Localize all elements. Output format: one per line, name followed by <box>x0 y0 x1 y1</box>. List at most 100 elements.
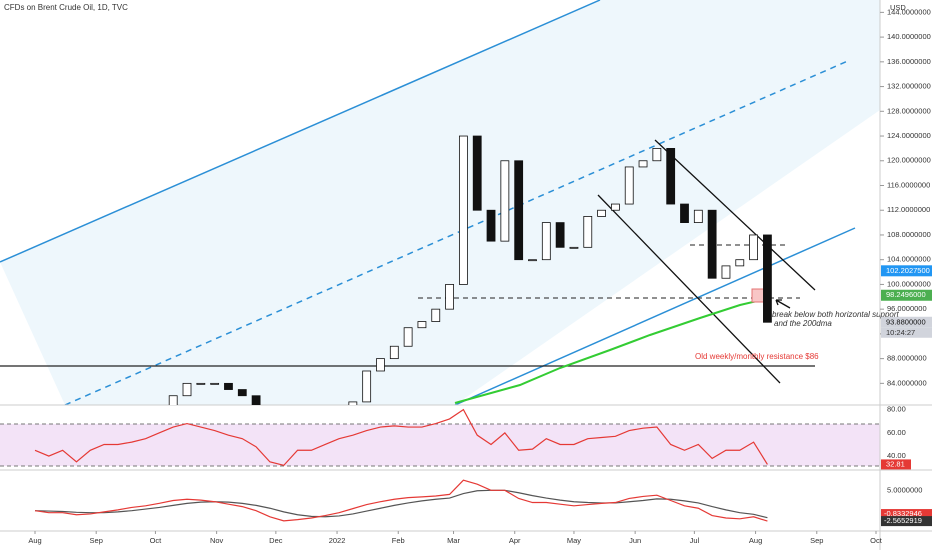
x-tick-label: Jul <box>690 536 700 545</box>
candle <box>237 389 247 397</box>
candle <box>251 395 261 405</box>
annotation: break below both horizontal support <box>772 310 900 319</box>
candle <box>86 470 94 495</box>
candle <box>528 259 537 262</box>
y-tick-label: 120.0000000 <box>887 156 931 165</box>
y-tick-label: 144.0000000 <box>887 7 931 16</box>
candle <box>458 135 468 285</box>
y-tick-label: 128.0000000 <box>887 106 931 115</box>
candle <box>500 160 510 242</box>
candle <box>376 358 385 372</box>
candle <box>472 135 482 211</box>
rsi-tick-label: 40.00 <box>887 451 906 460</box>
chart-title: CFDs on Brent Crude Oil, 1D, TVC <box>4 3 128 12</box>
y-tick-label: 100.0000000 <box>887 279 931 288</box>
x-tick-label: Oct <box>150 536 163 545</box>
candle <box>652 147 662 162</box>
candle <box>182 382 192 397</box>
candle <box>362 370 372 403</box>
x-tick-label: Sep <box>90 536 103 545</box>
candle <box>611 203 620 211</box>
candle <box>72 464 80 495</box>
y-tick-label: 116.0000000 <box>887 180 930 189</box>
macd-label-box <box>881 516 932 527</box>
signal-line <box>34 489 768 519</box>
y-tick-label: 108.0000000 <box>887 230 931 239</box>
candle <box>666 147 676 205</box>
candle <box>583 216 593 248</box>
y-tick-label: 132.0000000 <box>887 82 931 91</box>
y-tick-label: 104.0000000 <box>887 255 931 264</box>
price-label-box <box>881 289 932 301</box>
x-tick-label: Mar <box>447 536 460 545</box>
currency: USD <box>890 3 906 12</box>
x-tick-label: Apr <box>509 536 521 545</box>
candle <box>389 345 399 360</box>
candle <box>693 209 703 223</box>
rsi-last-box <box>881 459 911 470</box>
price-label: 93.8800000 <box>886 317 926 326</box>
drawings <box>0 0 880 405</box>
macd-label: -2.5652919 <box>884 516 922 525</box>
trend-line <box>454 227 856 405</box>
x-tick-label: Aug <box>28 536 41 545</box>
price-label-box <box>881 265 932 277</box>
candle <box>224 382 233 390</box>
candle <box>569 246 579 249</box>
price-label: 98.2496000 <box>886 290 926 299</box>
macd-label: -0.8332946 <box>884 509 922 518</box>
candle <box>445 284 454 310</box>
candle <box>348 401 358 405</box>
x-tick-label: Jun <box>629 536 641 545</box>
annotation: Old weekly/monthly resistance $86 <box>695 352 819 361</box>
candle <box>638 160 648 168</box>
candles <box>72 135 772 495</box>
x-tick-label: Feb <box>392 536 405 545</box>
y-tick-label: 88.0000000 <box>887 354 927 363</box>
channel-fill <box>0 0 880 405</box>
ma-200 <box>454 297 771 404</box>
rsi-last: 32.81 <box>886 459 905 468</box>
x-tick-label: 2022 <box>329 536 346 545</box>
y-tick-label: 96.0000000 <box>887 304 927 313</box>
candle <box>210 382 220 385</box>
candle <box>680 203 689 223</box>
rsi-tick-label: 80.00 <box>887 405 906 414</box>
channel-line <box>654 139 816 291</box>
y-tick-label: 124.0000000 <box>887 131 931 140</box>
annotation: and the 200dma <box>774 319 832 328</box>
candle <box>486 209 496 242</box>
macd-label-box <box>881 509 932 520</box>
candle <box>196 382 206 385</box>
y-tick-label: 140.0000000 <box>887 32 931 41</box>
x-tick-label: Aug <box>749 536 762 545</box>
candle <box>417 321 427 329</box>
price-label-box <box>881 316 932 328</box>
channel-line <box>597 194 781 384</box>
x-tick-label: Oct <box>870 536 883 545</box>
candle <box>514 160 524 261</box>
x-tick-label: Dec <box>269 536 283 545</box>
rsi-line <box>34 408 768 467</box>
candle <box>624 166 634 205</box>
candle <box>721 265 731 279</box>
candle <box>431 308 441 322</box>
trend-line <box>0 0 601 263</box>
countdown-box <box>881 327 932 338</box>
candle <box>707 209 717 279</box>
candle <box>403 327 413 347</box>
macd-tick-label: 5.0000000 <box>887 485 922 494</box>
countdown: 10:24:27 <box>886 328 915 337</box>
rsi-band <box>0 424 880 466</box>
candle <box>597 209 606 217</box>
candle <box>749 234 759 261</box>
y-tick-label: 84.0000000 <box>887 378 927 387</box>
x-tick-label: Nov <box>210 536 224 545</box>
x-tick-label: Sep <box>810 536 823 545</box>
candle <box>763 234 772 323</box>
y-tick-label: 112.0000000 <box>887 205 930 214</box>
candle <box>555 222 565 248</box>
y-tick-label: 136.0000000 <box>887 57 931 66</box>
x-tick-label: May <box>567 536 581 545</box>
